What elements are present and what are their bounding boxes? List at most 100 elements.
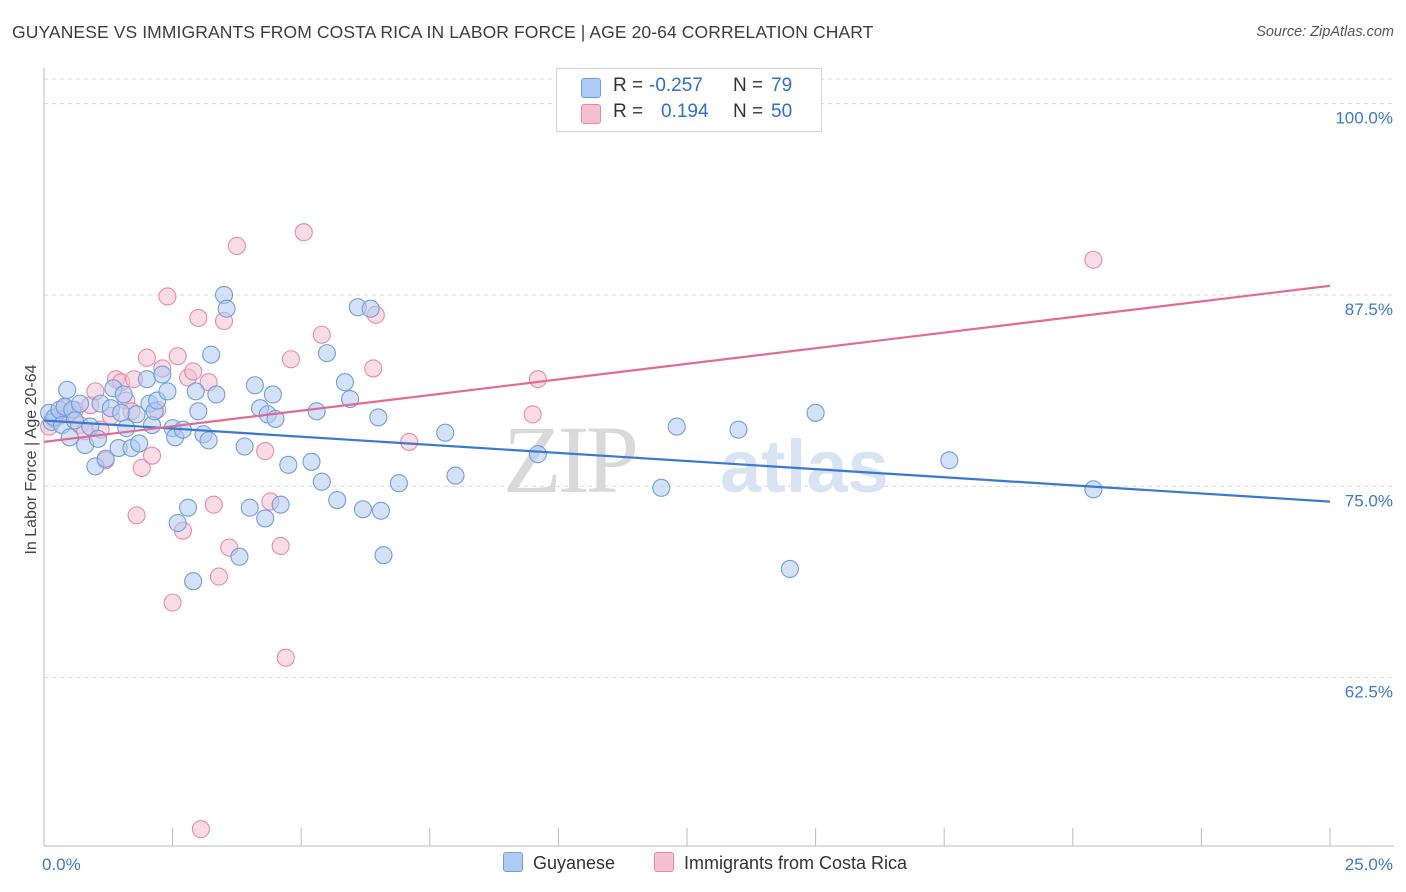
point-costa-rica: [256, 442, 275, 461]
point-guyanese: [199, 431, 218, 450]
legend-n-value: 50: [771, 101, 793, 122]
bottom-legend-costa-rica: Immigrants from Costa Rica: [654, 852, 907, 874]
point-guyanese: [256, 509, 275, 528]
point-guyanese: [312, 472, 331, 491]
point-guyanese: [96, 449, 115, 468]
bottom-legend-guyanese: Guyanese: [503, 852, 615, 874]
point-guyanese: [189, 402, 208, 421]
point-costa-rica: [209, 567, 228, 586]
point-guyanese: [940, 451, 959, 470]
point-guyanese: [207, 385, 226, 404]
point-guyanese: [780, 559, 799, 578]
point-costa-rica: [400, 432, 419, 451]
point-guyanese: [361, 299, 380, 318]
point-guyanese: [389, 474, 408, 493]
legend-r-label: R =: [613, 75, 644, 96]
legend-r-value: 0.194: [661, 101, 709, 122]
bottom-legend-label: Immigrants from Costa Rica: [684, 853, 908, 873]
point-costa-rica: [523, 405, 542, 424]
point-guyanese: [1084, 480, 1103, 499]
trend-line-guyanese: [43, 419, 1331, 503]
point-guyanese: [263, 385, 282, 404]
chart-title: GUYANESE VS IMMIGRANTS FROM COSTA RICA I…: [12, 22, 874, 42]
source-label: Source: ZipAtlas.com: [1256, 24, 1394, 40]
legend-swatch-blue: [581, 78, 601, 98]
y-tick-label: 87.5%: [1345, 300, 1393, 319]
bottom-legend-swatch-blue: [503, 852, 523, 872]
point-guyanese: [335, 373, 354, 392]
point-guyanese: [168, 513, 187, 533]
trend-lines: [43, 284, 1331, 503]
point-guyanese: [369, 408, 388, 427]
point-costa-rica: [1084, 250, 1103, 269]
y-tick-label: 62.5%: [1345, 683, 1393, 702]
point-guyanese: [137, 370, 156, 389]
point-costa-rica: [137, 348, 156, 367]
x-tick-labels: 0.0% 25.0%: [42, 855, 1393, 874]
point-guyanese: [667, 417, 686, 436]
point-guyanese: [307, 402, 326, 421]
point-costa-rica: [168, 347, 187, 366]
y-tick-labels: 62.5% 75.0% 87.5% 100.0%: [1335, 109, 1393, 702]
watermark-zip: ZIP: [503, 406, 636, 513]
y-tick-label: 75.0%: [1345, 491, 1393, 510]
point-costa-rica: [158, 287, 177, 306]
point-costa-rica: [163, 593, 182, 612]
legend-n-label: N =: [733, 75, 764, 96]
legend-n-value: 79: [771, 75, 793, 96]
point-guyanese: [153, 365, 172, 384]
point-guyanese: [230, 547, 249, 566]
point-costa-rica: [191, 820, 210, 839]
point-guyanese: [127, 405, 146, 424]
point-guyanese: [652, 478, 671, 497]
point-costa-rica: [276, 648, 295, 667]
legend-n-label: N =: [733, 101, 764, 122]
point-guyanese: [302, 452, 321, 471]
grid-lines: [44, 78, 1394, 679]
point-costa-rica: [312, 325, 331, 344]
watermark-atlas: atlas: [720, 425, 889, 508]
point-guyanese: [58, 380, 77, 399]
legend-row-guyanese: R = -0.257 N = 79: [557, 75, 821, 101]
point-guyanese: [245, 376, 264, 395]
point-costa-rica: [132, 458, 151, 477]
series-costa-rica-points: [40, 223, 1103, 839]
trend-line-costa-rica: [43, 284, 1331, 443]
point-guyanese: [271, 495, 290, 514]
legend-swatch-pink: [581, 104, 601, 124]
point-guyanese: [235, 437, 254, 456]
point-guyanese: [279, 455, 298, 474]
point-costa-rica: [127, 506, 146, 525]
point-guyanese: [70, 394, 90, 413]
point-guyanese: [130, 434, 149, 453]
x-tick-label: 0.0%: [42, 855, 81, 874]
bottom-legend-swatch-pink: [654, 852, 674, 872]
point-guyanese: [202, 345, 221, 364]
point-guyanese: [317, 344, 336, 363]
y-tick-label: 100.0%: [1335, 109, 1393, 128]
point-guyanese: [353, 500, 372, 519]
point-costa-rica: [528, 370, 547, 389]
point-guyanese: [217, 299, 236, 318]
point-guyanese: [184, 572, 203, 591]
legend-r-value: -0.257: [649, 75, 703, 96]
point-costa-rica: [142, 446, 162, 465]
point-costa-rica: [227, 236, 246, 256]
legend-r-label: R =: [613, 101, 644, 122]
point-costa-rica: [204, 495, 223, 514]
point-guyanese: [186, 382, 205, 401]
bottom-legend-label: Guyanese: [533, 853, 616, 873]
point-costa-rica: [184, 362, 203, 381]
point-guyanese: [112, 403, 131, 422]
point-guyanese: [178, 498, 198, 517]
point-costa-rica: [364, 359, 383, 378]
point-guyanese: [436, 423, 455, 442]
stats-legend: R = -0.257 N = 79 R = 0.194 N = 50: [556, 68, 822, 132]
x-tick-label: 25.0%: [1345, 855, 1393, 874]
point-guyanese: [65, 411, 84, 430]
point-guyanese: [528, 445, 547, 464]
y-axis-label: In Labor Force | Age 20-64: [23, 364, 40, 554]
point-guyanese: [88, 429, 108, 448]
point-guyanese: [114, 385, 133, 404]
